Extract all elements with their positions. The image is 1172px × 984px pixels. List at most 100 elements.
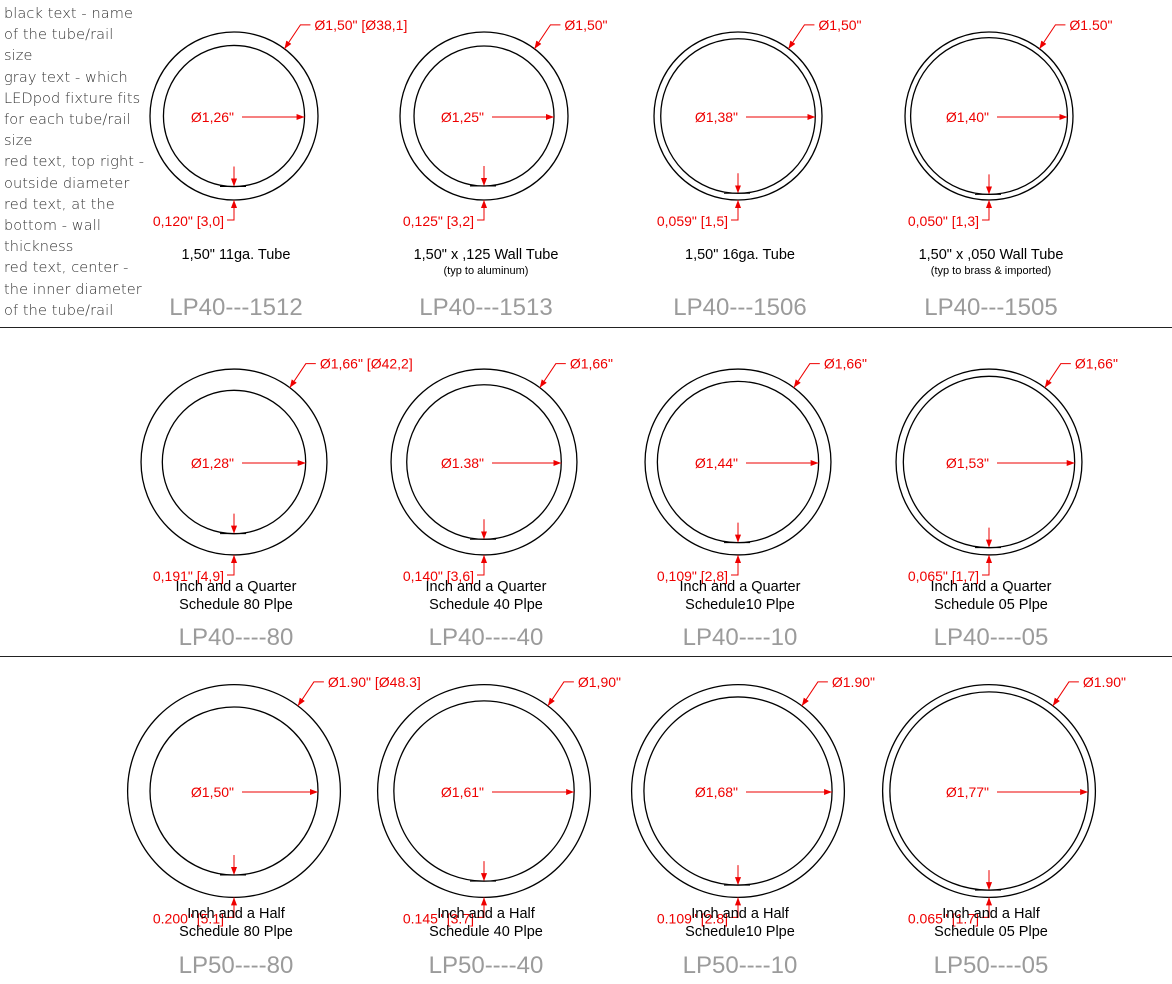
- fixture-part-number: LP40---1506: [673, 294, 806, 321]
- tube-outer-wall: [630, 683, 846, 899]
- outer-diameter-label: Ø1,50" [Ø38,1]: [314, 17, 407, 33]
- legend-line: red text, top right -: [4, 154, 145, 171]
- inner-diameter-label: Ø1,50": [191, 784, 234, 800]
- inner-diameter-label: Ø1,53": [946, 455, 989, 471]
- outer-diameter-leader: [539, 363, 566, 388]
- fixture-part-number: LP50----80: [179, 952, 294, 979]
- tube-note: (typ to aluminum): [444, 265, 529, 277]
- inner-diameter-label: Ø1,68": [695, 784, 738, 800]
- outer-diameter-leader: [289, 363, 316, 388]
- tube-inner-wall: [161, 389, 307, 535]
- wall-thickness-label: 0,065" [1,7]: [908, 568, 979, 584]
- outer-diameter-label: Ø1.90": [832, 674, 875, 690]
- tube-name: Schedule10 Plpe: [685, 597, 795, 613]
- legend-line: LEDpod fixture fits: [4, 90, 141, 107]
- legend-line: gray text - which: [4, 69, 128, 86]
- tube-name: Inch and a Quarter: [426, 579, 547, 595]
- outer-diameter-label: Ø1.50": [1069, 17, 1112, 33]
- tube-name: 1,50" x ,125 Wall Tube: [414, 247, 559, 263]
- tube-name: Schedule 40 Plpe: [429, 924, 543, 940]
- inner-diameter-label: Ø1,77": [946, 784, 989, 800]
- fixture-part-number: LP40----10: [683, 624, 798, 651]
- fixture-part-number: LP40---1505: [924, 294, 1057, 321]
- tube-name: 1,50" 11ga. Tube: [182, 247, 291, 263]
- inner-diameter-label: Ø1,28": [191, 455, 234, 471]
- outer-diameter-leader: [1052, 681, 1079, 707]
- wall-thickness-label: 0,109" [2,8]: [657, 568, 728, 584]
- wall-thickness-label: 0.109" [2.8]: [657, 910, 728, 926]
- legend: black text - name of the tube/rail size gra…: [4, 4, 145, 322]
- legend-line: outside diameter: [4, 175, 130, 192]
- outer-diameter-label: Ø1.90": [1083, 674, 1126, 690]
- fixture-part-number: LP50----40: [429, 952, 544, 979]
- wall-arrow-bottom: [227, 554, 238, 576]
- legend-line: of the tube/rail: [4, 302, 114, 319]
- tube-name: Inch and a Half: [691, 906, 790, 922]
- tube-outer-wall: [376, 683, 592, 899]
- outer-diameter-leader: [534, 24, 561, 50]
- row-divider: [0, 656, 1172, 657]
- outer-diameter-leader: [1044, 363, 1071, 388]
- legend-line: thickness: [4, 239, 74, 256]
- wall-thickness-label: 0,059" [1,5]: [657, 213, 728, 229]
- row-divider: [0, 327, 1172, 328]
- tube-inner-wall: [660, 38, 816, 194]
- tube-inner-wall: [909, 36, 1069, 196]
- fixture-part-number: LP40---1512: [169, 294, 302, 321]
- tube-name: 1,50" x ,050 Wall Tube: [919, 247, 1064, 263]
- wall-thickness-label: 0.145" [3.7]: [403, 910, 474, 926]
- legend-line: bottom - wall: [4, 218, 101, 235]
- tube-inner-wall: [406, 384, 562, 540]
- tube-name: Schedule 80 Plpe: [179, 597, 293, 613]
- fixture-part-number: LP40---1513: [419, 294, 552, 321]
- tube-inner-wall: [162, 44, 306, 188]
- tube-name: Schedule 05 Plpe: [934, 924, 1048, 940]
- wall-arrow-bottom: [227, 897, 238, 918]
- tube-outer-wall: [126, 683, 342, 899]
- outer-diameter-label: Ø1,66": [1075, 356, 1118, 372]
- outer-diameter-leader: [801, 681, 828, 707]
- legend-line: of the tube/rail: [4, 27, 114, 44]
- tube-name: Inch and a Half: [437, 906, 536, 922]
- wall-arrow-bottom: [982, 897, 993, 918]
- outer-diameter-label: Ø1,66" [Ø42,2]: [320, 356, 413, 372]
- tube-outer-wall: [881, 683, 1097, 899]
- outer-diameter-label: Ø1,50": [818, 17, 861, 33]
- inner-diameter-label: Ø1,61": [441, 784, 484, 800]
- fixture-part-number: LP50----05: [934, 952, 1049, 979]
- legend-line: the inner diameter: [4, 281, 142, 298]
- inner-diameter-label: Ø1,44": [695, 455, 738, 471]
- tube-inner-wall: [413, 45, 555, 187]
- wall-thickness-label: 0,125" [3,2]: [403, 213, 474, 229]
- tube-inner-wall: [656, 380, 820, 544]
- fixture-part-number: LP40----80: [179, 624, 294, 651]
- wall-arrow-bottom: [477, 554, 488, 576]
- outer-diameter-leader: [793, 363, 820, 388]
- wall-thickness-label: 0.200" [5.1]: [153, 910, 224, 926]
- outer-diameter-label: Ø1,66": [824, 356, 867, 372]
- outer-diameter-label: Ø1,66": [570, 356, 613, 372]
- legend-line: red text, center -: [4, 260, 129, 277]
- tube-name: Inch and a Quarter: [931, 579, 1052, 595]
- tube-name: Schedule 80 Plpe: [179, 924, 293, 940]
- tube-inner-wall: [902, 375, 1076, 549]
- wall-arrow-bottom: [982, 200, 993, 221]
- tube-inner-wall: [889, 691, 1089, 891]
- legend-line: size: [4, 48, 33, 65]
- tube-note: (typ to brass & imported): [931, 265, 1051, 277]
- outer-diameter-leader: [1039, 24, 1066, 50]
- wall-thickness-label: 0,140" [3,6]: [403, 568, 474, 584]
- tube-inner-wall: [393, 700, 575, 882]
- tube-name: Schedule 40 Plpe: [429, 597, 543, 613]
- tube-inner-wall: [643, 696, 833, 886]
- legend-line: size: [4, 133, 33, 150]
- fixture-part-number: LP40----05: [934, 624, 1049, 651]
- outer-diameter-label: Ø1,50": [564, 17, 607, 33]
- legend-line: black text - name: [4, 6, 133, 22]
- tube-name: Inch and a Quarter: [176, 579, 297, 595]
- tube-name: 1,50" 16ga. Tube: [685, 247, 795, 263]
- wall-arrow-bottom: [731, 554, 742, 576]
- tube-name: Inch and a Quarter: [680, 579, 801, 595]
- wall-arrow-bottom: [477, 897, 488, 918]
